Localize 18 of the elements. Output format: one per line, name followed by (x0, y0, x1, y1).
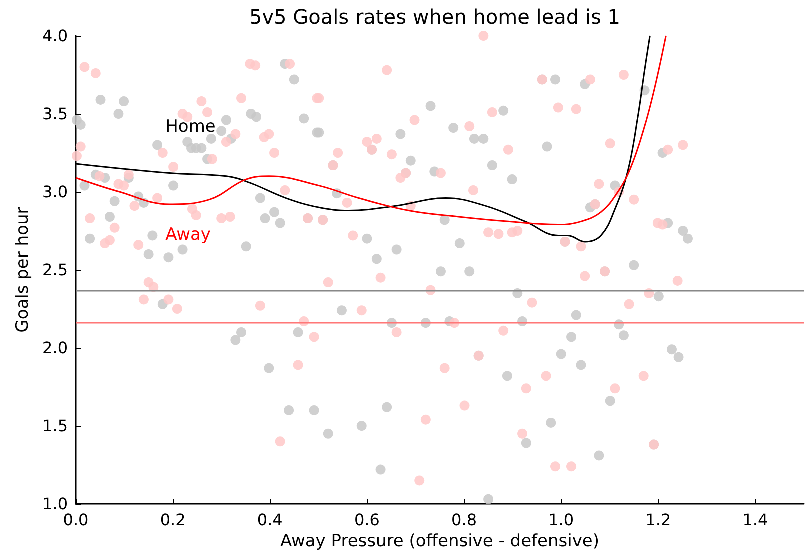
x-tick-label: 1.4 (742, 510, 768, 530)
x-tick-label: 1.0 (548, 510, 574, 530)
x-tick-label: 0.4 (257, 510, 283, 530)
x-axis-title: Away Pressure (offensive - defensive) (280, 532, 600, 552)
series-label: Away (166, 225, 211, 246)
x-tick-label: 0.6 (354, 510, 380, 530)
y-tick-label: 2.5 (42, 260, 68, 280)
x-tick-label: 1.2 (646, 510, 672, 530)
y-tick-label: 2.0 (42, 338, 68, 358)
y-tick-label: 1.5 (42, 416, 68, 436)
chart-title: 5v5 Goals rates when home lead is 1 (249, 5, 621, 29)
y-tick-label: 4.0 (42, 26, 68, 46)
x-tick-label: 0.8 (452, 510, 477, 530)
x-tick-label: 0.2 (160, 510, 186, 530)
y-tick-label: 3.0 (42, 182, 68, 202)
y-tick-label: 3.5 (42, 104, 68, 124)
y-axis-title: Goals per hour (13, 207, 34, 333)
text: Home (166, 116, 216, 137)
